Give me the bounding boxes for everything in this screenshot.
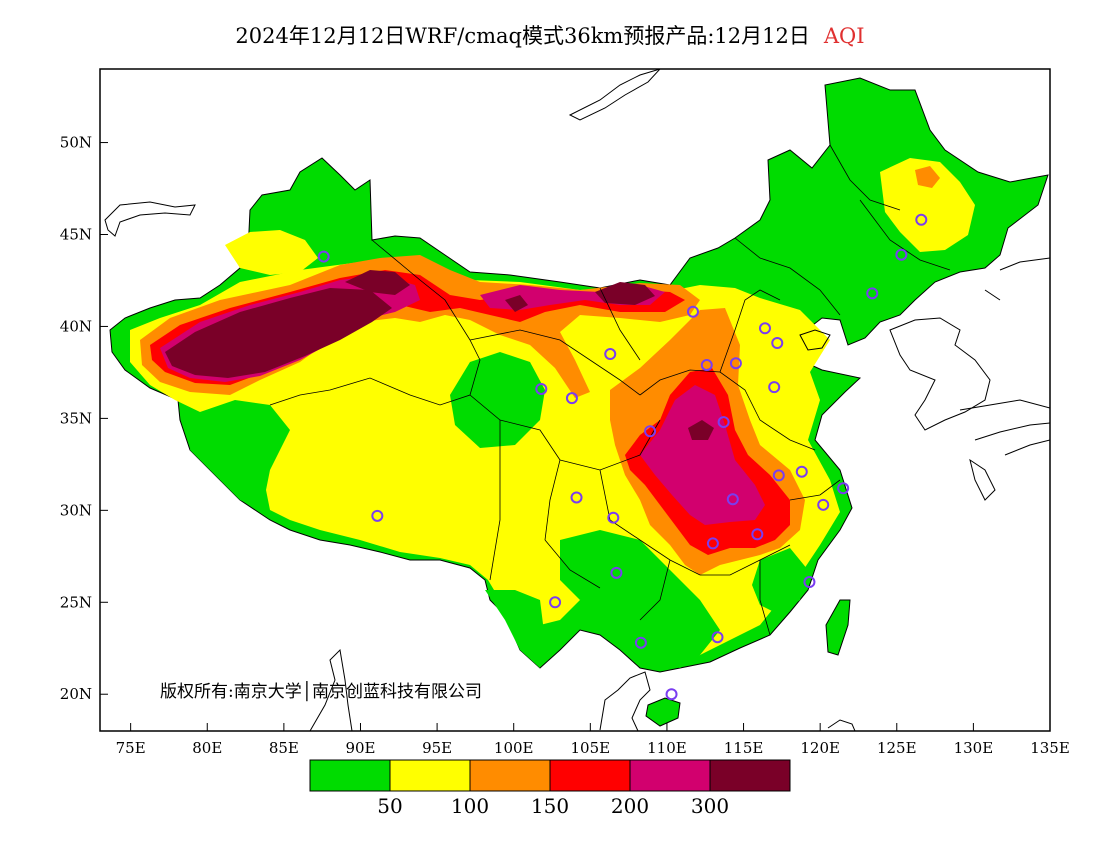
legend-swatch [629,759,711,792]
station-marker [729,357,742,370]
aqi-taiwan [825,599,851,656]
lon-tick-label: 125E [877,739,917,757]
station-marker [607,511,620,524]
legend-swatch [309,759,391,792]
aqi-green-patch-yunnan [485,590,545,668]
aqi-green-patch-south [560,530,720,668]
station-marker [644,425,657,438]
lon-tick-label: 85E [269,739,299,757]
chart-title: 2024年12月12日WRF/cmaq模式36km预报产品:12月12日 AQI [0,20,1100,50]
legend-swatch [469,759,551,792]
aqi-band-orange-ne [915,166,940,188]
lon-tick-label: 115E [724,739,764,757]
station-marker [610,566,623,579]
lat-tick-label: 40N [60,317,92,335]
lat-tick-label: 45N [60,226,92,244]
province-boundaries [269,144,951,636]
station-marker [317,250,330,263]
station-marker [371,509,384,522]
station-marker [771,336,784,349]
lon-tick-label: 80E [192,739,222,757]
lon-tick-label: 110E [647,739,687,757]
monitoring-stations [317,213,928,701]
aqi-green-patch-fujian [752,548,808,615]
station-marker [915,213,928,226]
aqi-band-yellow-ne [880,158,975,252]
neighbour-coastlines [104,69,1050,731]
aqi-band-maroon-tarim [165,288,392,378]
station-marker [866,287,879,300]
station-marker [604,348,617,361]
map-plot-area [104,69,1050,731]
lon-tick-label: 105E [571,739,611,757]
lat-tick-label: 25N [60,593,92,611]
station-marker [549,596,562,609]
aqi-fields [109,77,1049,727]
legend-swatch [549,759,631,792]
station-marker [711,631,724,644]
copyright-notice: 版权所有:南京大学│南京创蓝科技有限公司 [160,681,482,702]
station-marker [772,469,785,482]
legend-label: 300 [691,794,729,818]
legend-label: 150 [531,794,569,818]
legend-swatch [389,759,471,792]
title-main: 2024年12月12日WRF/cmaq模式36km预报产品:12月12日 [235,24,810,48]
station-marker [634,636,647,649]
station-marker [706,537,719,550]
lon-tick-label: 130E [954,739,994,757]
aqi-band-maroon-east [345,270,410,295]
station-marker [565,392,578,405]
station-marker [686,305,699,318]
title-variable: AQI [823,24,865,48]
legend-label: 50 [377,794,402,818]
lon-tick-label: 135E [1030,739,1070,757]
station-marker [803,576,816,589]
aqi-legend-labels: 50 100 150 200 300 [377,794,729,818]
station-marker [795,465,808,478]
station-marker [700,359,713,372]
aqi-green-patch-qinghai [450,352,545,448]
lat-tick-label: 30N [60,501,92,519]
lon-tick-label: 75E [116,739,146,757]
lat-tick-label: 50N [60,134,92,152]
station-marker [895,248,908,261]
legend-label: 100 [451,794,489,818]
legend-label: 200 [611,794,649,818]
legend-swatch [709,759,791,792]
station-marker [570,491,583,504]
lat-tick-label: 20N [60,685,92,703]
station-marker [535,382,548,395]
lon-tick-label: 95E [422,739,452,757]
map-frame [99,68,1051,732]
latitude-axis: 20N 25N 30N 35N 40N 45N 50N [60,134,108,703]
aqi-band-purple-central [640,385,765,525]
aqi-legend [309,759,791,792]
lat-tick-label: 35N [60,409,92,427]
lon-tick-label: 100E [494,739,534,757]
station-marker [665,688,678,701]
lon-tick-label: 90E [345,739,375,757]
station-marker [759,322,771,335]
station-marker [837,482,850,495]
lon-tick-label: 120E [800,739,840,757]
aqi-band-maroon-jianghan [688,420,714,440]
aqi-green-patch-tibet [190,400,290,510]
station-marker [726,493,739,506]
station-marker [817,498,830,511]
aqi-hainan [645,697,681,727]
station-marker [717,416,730,429]
longitude-axis: 75E 80E 85E 90E 95E 100E 105E 110E 115E 120E 125E 1… [116,723,1070,757]
aqi-band-maroon-alxa [595,282,655,305]
station-marker [751,528,764,541]
aqi-band-yellow-junggar [225,230,318,275]
aqi-band-maroon-ordos [505,295,528,312]
station-marker [768,381,781,394]
